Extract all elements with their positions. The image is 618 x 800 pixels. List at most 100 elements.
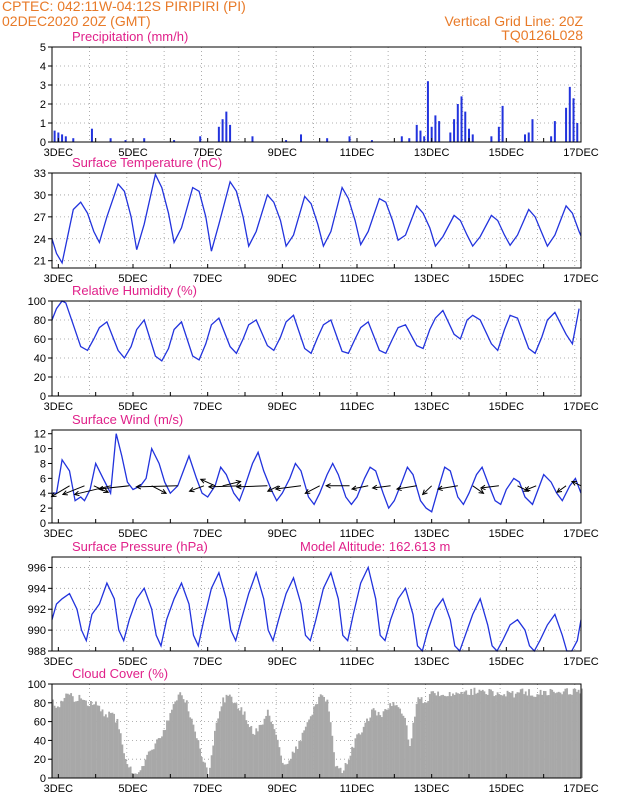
wind-arrow-head xyxy=(97,485,104,492)
cloud-cover-bar xyxy=(339,767,342,778)
y-tick-label: 80 xyxy=(34,315,46,327)
cloud-cover-bar xyxy=(161,736,163,778)
pressure-y-axis: 988 990 992 994 996 xyxy=(28,562,52,658)
cloud-cover-bar xyxy=(156,739,158,778)
cloud-cover-bar xyxy=(513,697,516,778)
wind-arrow xyxy=(189,485,205,492)
cloud-cover-bar xyxy=(240,707,243,778)
cloud-cover-bar xyxy=(250,725,253,778)
precip-bar xyxy=(300,134,303,142)
cloud-cover-bar xyxy=(101,709,104,778)
temperature-title: Surface Temperature (nC) xyxy=(72,155,222,170)
pressure-frame xyxy=(51,556,582,652)
cloud-cover-bar xyxy=(225,694,228,778)
wind-arrow-head xyxy=(266,486,273,492)
cloud-cover-bar xyxy=(86,705,89,778)
cloud-cover-bar xyxy=(147,751,150,778)
cloud-cover-bar xyxy=(422,703,425,778)
cloud-cover-bar xyxy=(288,760,291,778)
humidity-title: Relative Humidity (%) xyxy=(72,283,197,298)
cloud-cover-bar xyxy=(546,695,549,778)
cloud-cover-bar xyxy=(418,698,421,778)
date-label: 3DEC xyxy=(44,528,73,540)
temperature-x-axis: 3DEC 5DEC 7DEC 9DEC 11DEC 13DEC 15DEC 17DEC xyxy=(44,264,599,285)
cloud-cover-bar xyxy=(488,688,491,778)
cloud-cover-bar xyxy=(369,717,372,778)
cloud-cover-bar xyxy=(311,714,314,778)
wind-arrow-head xyxy=(350,485,357,491)
wind-arrow-head xyxy=(325,483,331,489)
cloud-cover-bar xyxy=(572,688,575,778)
cloud-cover-bar xyxy=(316,704,319,778)
cloud-cover-bar xyxy=(78,694,81,778)
cloud-cover-bar xyxy=(154,743,157,778)
cloud-cover-bar xyxy=(361,732,363,778)
temperature-panel: Surface Temperature (nC) 21 24 27 30 33 3DEC 5D… xyxy=(34,155,599,285)
precipitation-series xyxy=(53,81,579,142)
cloud-cover-bar xyxy=(55,707,58,778)
cloud-cover-bar xyxy=(504,696,507,778)
cloud-cover-bar xyxy=(278,747,281,778)
precip-bar xyxy=(400,136,403,142)
cloud-cover-bar xyxy=(275,734,278,778)
precip-bar xyxy=(124,140,127,142)
precip-bar xyxy=(217,126,220,142)
wind-arrow-head xyxy=(479,484,486,491)
cloud-cover-bar xyxy=(295,746,297,778)
cloud-cover-bar xyxy=(463,691,466,778)
cloud-cover-bar xyxy=(528,689,530,778)
wind-arrow-head xyxy=(103,488,110,494)
cloud-cover-bar xyxy=(286,763,289,778)
cloud-cover-bar xyxy=(561,694,564,778)
date-label: 5DEC xyxy=(118,147,147,159)
cloud-cover-bar xyxy=(60,700,63,778)
wind-arrow xyxy=(525,485,537,491)
date-label: 7DEC xyxy=(193,528,222,540)
precip-bar xyxy=(553,121,556,142)
cloud-cover-bar xyxy=(247,724,249,778)
cloud-cover-bar xyxy=(376,715,378,778)
cloud-cover-bar xyxy=(372,708,375,778)
cloud-cover-bar xyxy=(409,746,411,778)
cloud-cover-bar xyxy=(407,739,410,778)
cloud-cover-bar xyxy=(476,692,479,778)
precipitation-panel: Precipitation (mm/h) 0 1 2 3 4 5 3DEC 5DEC 7DEC 9D… xyxy=(40,29,599,159)
y-tick-label: 100 xyxy=(28,679,46,691)
precip-bar xyxy=(53,130,56,142)
precip-bar xyxy=(531,119,534,142)
wind-arrow xyxy=(136,485,178,488)
cloud-cover-x-axis: 3DEC 5DEC 7DEC 9DEC 11DEC 13DEC 15DEC 17DEC xyxy=(44,774,599,795)
cloud-cover-bar xyxy=(415,704,418,778)
cloud-cover-bar xyxy=(547,695,550,778)
cloud-cover-bar xyxy=(276,739,279,778)
cloud-cover-bar xyxy=(519,689,522,778)
cloud-cover-bar xyxy=(114,722,117,778)
precip-bar xyxy=(501,105,504,142)
cloud-cover-bar xyxy=(385,709,388,778)
y-tick-label: 0 xyxy=(40,137,46,149)
cloud-cover-bar xyxy=(142,765,145,778)
cloud-cover-bar xyxy=(81,699,84,778)
cloud-cover-bar xyxy=(118,729,120,778)
precip-bar xyxy=(109,138,112,142)
cloud-cover-bar xyxy=(392,702,395,778)
date-label: 7DEC xyxy=(193,273,222,285)
cloud-cover-bar xyxy=(461,693,464,778)
y-tick-label: 994 xyxy=(28,583,46,595)
humidity-frame xyxy=(51,300,582,397)
date-label: 3DEC xyxy=(44,273,73,285)
cloud-cover-bar xyxy=(192,724,195,778)
y-tick-label: 20 xyxy=(34,754,46,766)
cloud-cover-bar xyxy=(567,694,570,778)
wind-arrow-head xyxy=(61,490,68,496)
cloud-cover-bar xyxy=(146,754,149,778)
precip-bar xyxy=(229,124,232,142)
cloud-cover-bar xyxy=(318,696,321,778)
cloud-cover-bar xyxy=(443,695,446,778)
wind-arrow xyxy=(480,485,499,489)
humidity-series xyxy=(51,300,580,362)
cloud-cover-bar xyxy=(460,691,463,778)
precipitation-x-axis: 3DEC 5DEC 7DEC 9DEC 11DEC 13DEC 15DEC 17DEC xyxy=(44,138,599,159)
cloud-cover-bar xyxy=(394,705,397,778)
